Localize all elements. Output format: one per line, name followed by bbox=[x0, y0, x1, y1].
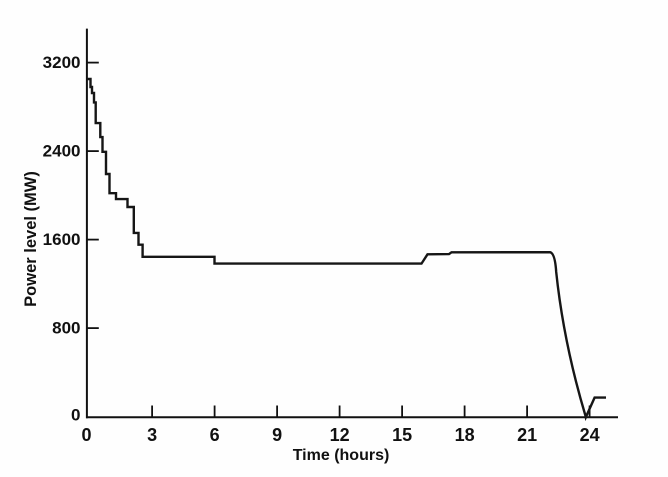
svg-text:3200: 3200 bbox=[43, 53, 81, 72]
svg-text:800: 800 bbox=[52, 318, 80, 337]
svg-text:6: 6 bbox=[210, 425, 220, 445]
svg-text:2400: 2400 bbox=[43, 141, 81, 160]
svg-text:24: 24 bbox=[580, 425, 600, 445]
svg-text:Time (hours): Time (hours) bbox=[293, 447, 390, 464]
svg-text:3: 3 bbox=[147, 425, 157, 445]
svg-text:0: 0 bbox=[81, 425, 91, 445]
svg-text:12: 12 bbox=[330, 425, 350, 445]
svg-text:9: 9 bbox=[272, 425, 282, 445]
svg-text:21: 21 bbox=[517, 425, 537, 445]
svg-text:0: 0 bbox=[71, 406, 80, 425]
svg-text:18: 18 bbox=[455, 425, 475, 445]
svg-text:Power level (MW): Power level (MW) bbox=[22, 171, 40, 307]
svg-text:1600: 1600 bbox=[43, 230, 81, 249]
svg-text:15: 15 bbox=[392, 425, 412, 445]
